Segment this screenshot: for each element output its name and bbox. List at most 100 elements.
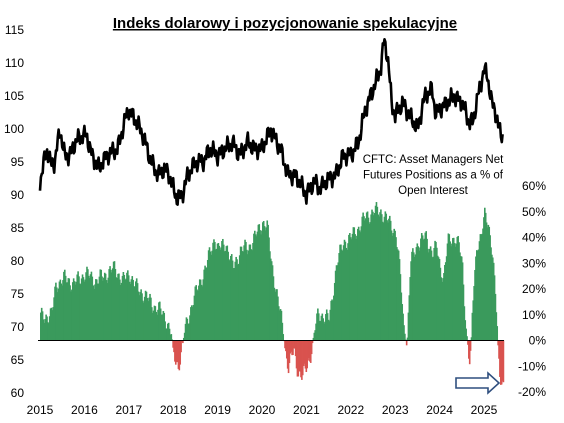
bar bbox=[50, 307, 53, 341]
bar bbox=[309, 340, 311, 362]
bar bbox=[122, 272, 125, 341]
bar bbox=[287, 340, 290, 374]
chart-title: Indeks dolarowy i pozycjonowanie spekula… bbox=[113, 15, 457, 32]
bar bbox=[357, 228, 359, 341]
bar bbox=[223, 251, 226, 341]
bar bbox=[46, 316, 48, 341]
bar bbox=[302, 340, 305, 366]
bar bbox=[139, 292, 142, 341]
bar bbox=[419, 247, 421, 341]
bar bbox=[289, 340, 292, 354]
bar bbox=[450, 246, 452, 341]
bar bbox=[246, 249, 248, 341]
bar bbox=[185, 317, 188, 341]
left-tick-label: 65 bbox=[11, 353, 25, 367]
bar bbox=[60, 283, 63, 341]
bar bbox=[61, 285, 63, 341]
arrow-shape bbox=[455, 371, 501, 395]
bar bbox=[246, 254, 249, 341]
bar bbox=[380, 209, 382, 341]
bar bbox=[179, 340, 182, 365]
bar bbox=[374, 205, 377, 341]
bar bbox=[166, 323, 169, 341]
bar bbox=[497, 340, 499, 346]
bar bbox=[468, 340, 471, 365]
bar bbox=[180, 340, 182, 353]
bar bbox=[491, 254, 493, 341]
bar bbox=[369, 222, 372, 341]
bar bbox=[214, 241, 216, 341]
bar bbox=[221, 241, 223, 341]
left-tick-label: 95 bbox=[11, 155, 25, 169]
bar bbox=[79, 283, 81, 341]
bar bbox=[299, 340, 301, 372]
bar bbox=[100, 269, 102, 341]
bar bbox=[337, 262, 340, 341]
bar bbox=[40, 307, 43, 341]
bar bbox=[428, 252, 430, 341]
bar bbox=[293, 340, 296, 349]
bar bbox=[313, 332, 316, 341]
bar bbox=[71, 282, 74, 341]
bar bbox=[229, 260, 231, 341]
bar bbox=[301, 340, 303, 380]
x-tick-label: 2022 bbox=[337, 403, 364, 417]
bar bbox=[53, 297, 55, 341]
bar bbox=[447, 233, 450, 341]
bar bbox=[231, 260, 234, 341]
bar bbox=[106, 283, 109, 341]
bar bbox=[484, 212, 487, 341]
bar bbox=[284, 340, 286, 349]
bar bbox=[384, 211, 387, 341]
bar bbox=[491, 257, 494, 341]
bar bbox=[238, 255, 241, 341]
bar bbox=[270, 261, 273, 341]
bar bbox=[446, 243, 449, 341]
bar bbox=[65, 282, 68, 341]
bar bbox=[365, 212, 368, 341]
bar bbox=[308, 340, 310, 359]
bar bbox=[329, 309, 332, 341]
bar bbox=[73, 281, 76, 341]
bar bbox=[459, 252, 461, 341]
bar bbox=[389, 220, 392, 341]
bar bbox=[143, 302, 145, 341]
bar bbox=[269, 251, 271, 341]
bar bbox=[141, 293, 143, 341]
bar bbox=[153, 305, 156, 341]
bar bbox=[391, 235, 394, 341]
bar bbox=[328, 321, 331, 341]
bar bbox=[191, 307, 194, 341]
bar bbox=[143, 296, 146, 341]
bar bbox=[219, 249, 221, 341]
bar bbox=[463, 306, 466, 341]
bar bbox=[396, 247, 398, 341]
bar bbox=[87, 275, 90, 341]
bar bbox=[353, 227, 356, 341]
bar bbox=[129, 283, 132, 341]
bar bbox=[411, 251, 413, 341]
x-tick-label: 2019 bbox=[204, 403, 231, 417]
bar bbox=[401, 304, 404, 341]
bar bbox=[130, 279, 133, 341]
bar bbox=[160, 314, 163, 341]
bar bbox=[373, 215, 375, 341]
bar bbox=[205, 267, 207, 341]
bar bbox=[157, 309, 159, 341]
bar bbox=[115, 277, 118, 341]
bar bbox=[496, 326, 499, 341]
bar bbox=[348, 234, 350, 341]
bar bbox=[118, 273, 120, 341]
bar bbox=[102, 280, 104, 341]
bar bbox=[373, 213, 376, 341]
bar bbox=[145, 291, 148, 341]
bar bbox=[494, 293, 497, 341]
bar bbox=[364, 220, 366, 341]
bar bbox=[390, 230, 393, 341]
bar bbox=[256, 231, 259, 341]
bar bbox=[452, 238, 454, 341]
bar bbox=[312, 337, 315, 341]
bar bbox=[227, 251, 229, 341]
bar bbox=[71, 289, 73, 341]
bar bbox=[490, 247, 492, 341]
